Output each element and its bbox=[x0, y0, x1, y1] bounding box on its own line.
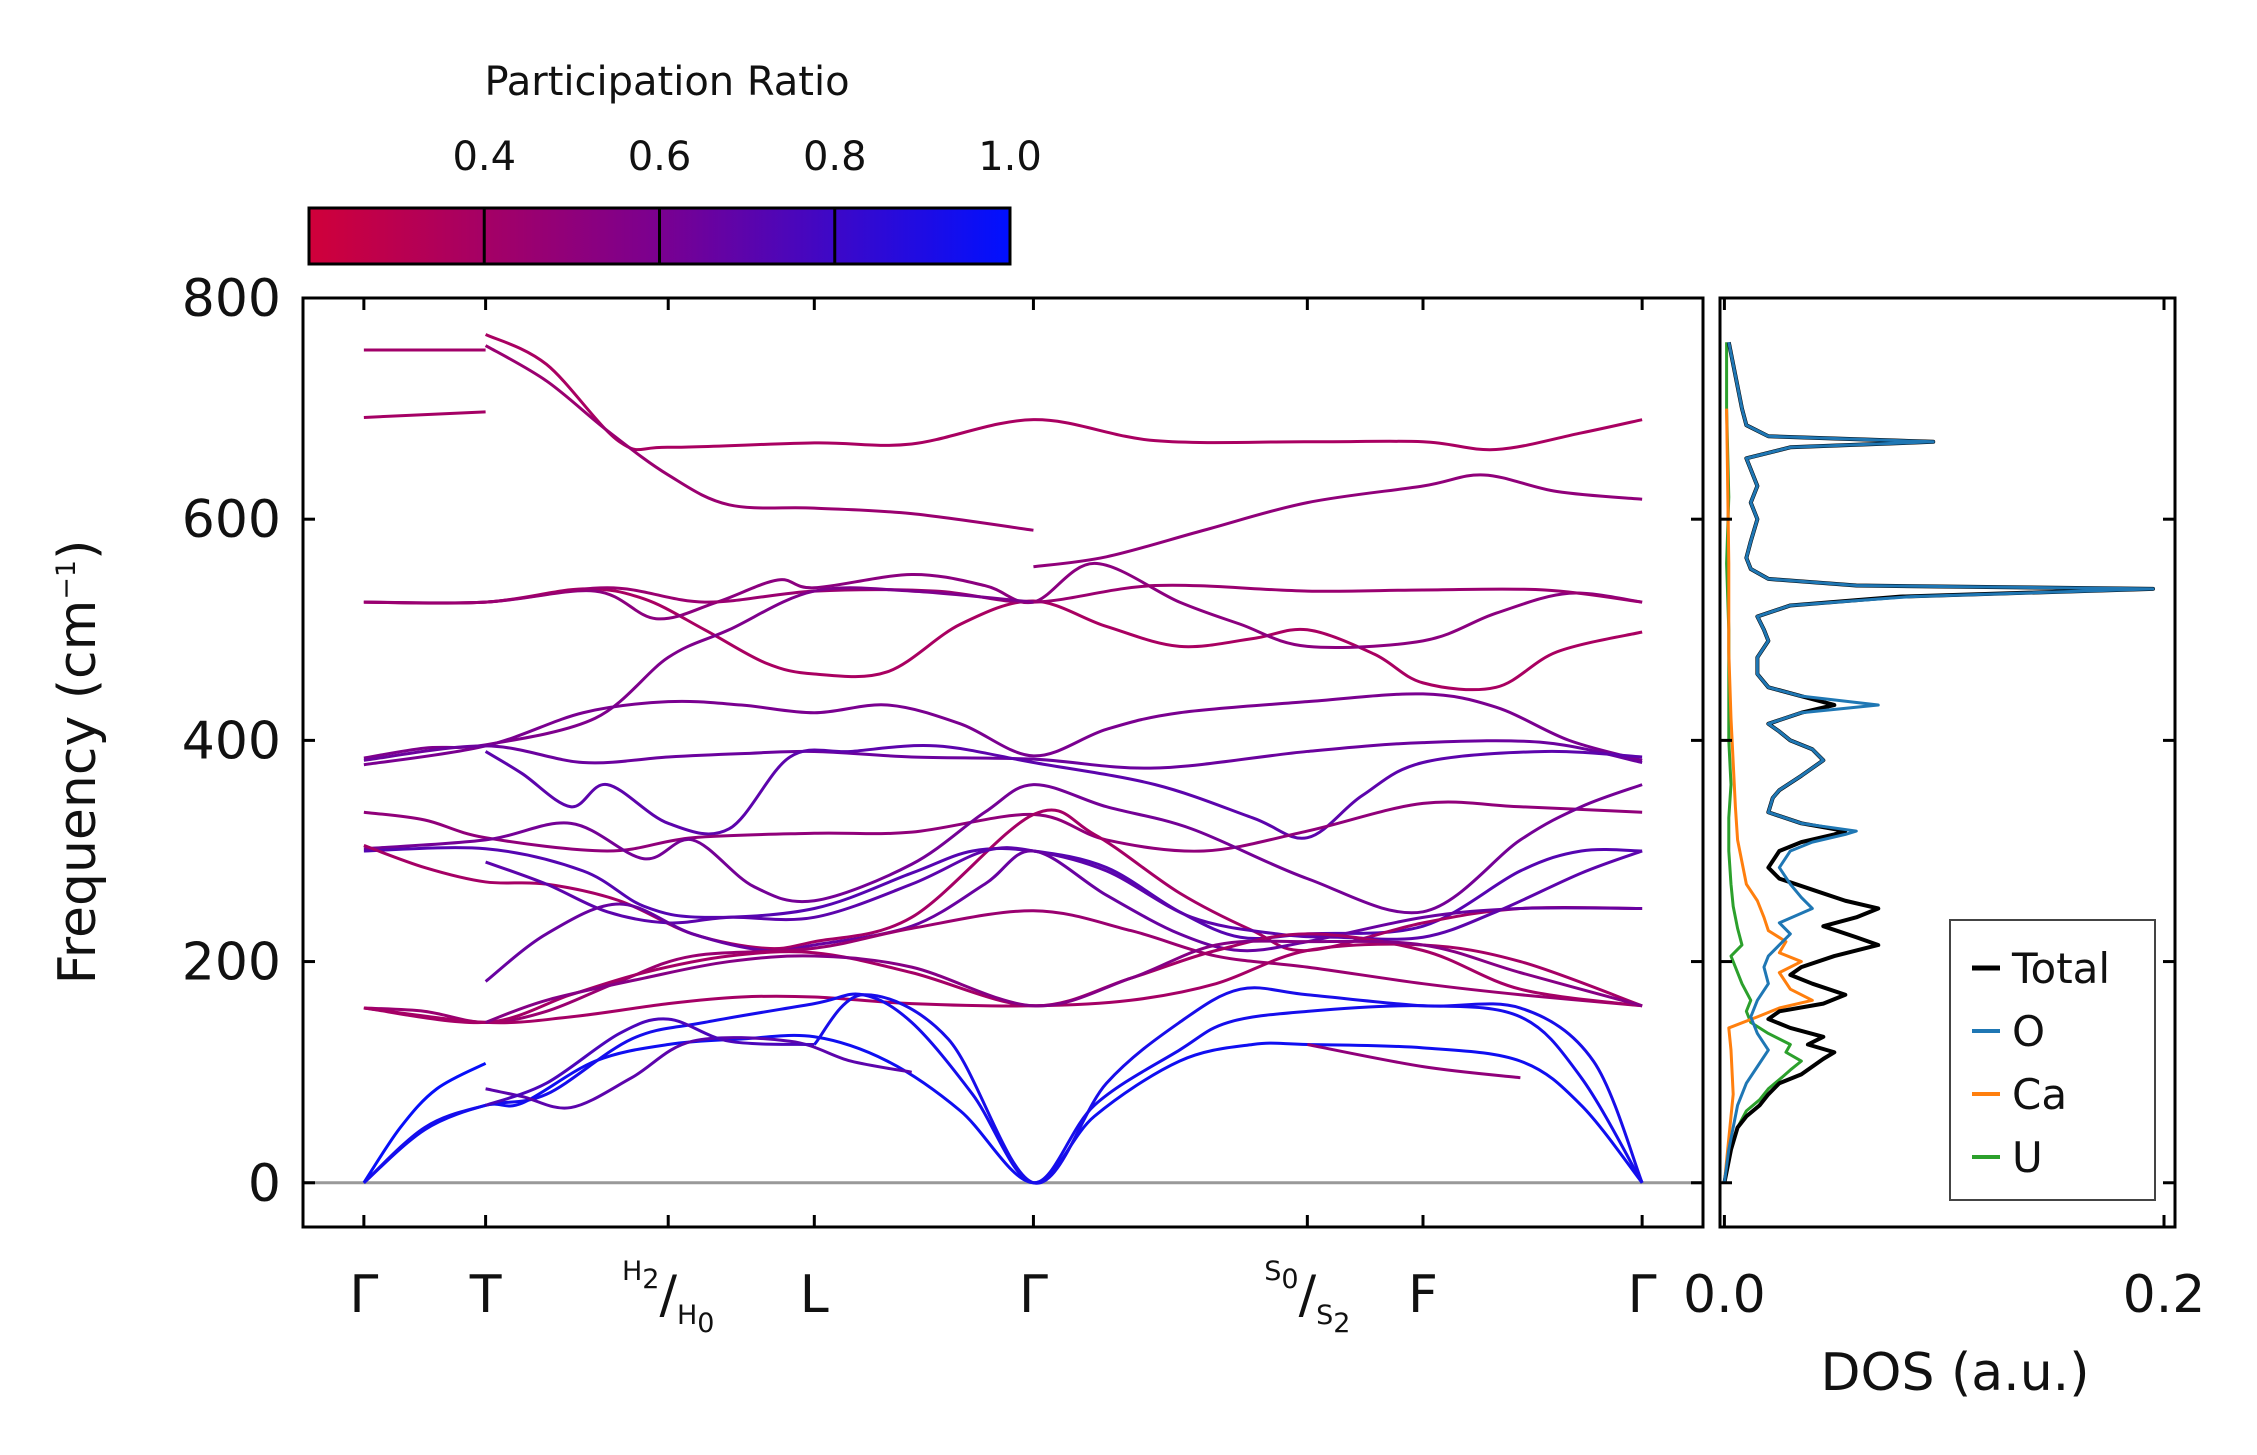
phonon-branch bbox=[362, 1061, 487, 1184]
band-structure-panel: 0 200 400 600 800 Γ T H2/H0 L Γ S0/S2 F Γ Frequency… bbox=[48, 269, 1705, 1339]
band-axes-frame bbox=[301, 296, 1705, 1229]
phonon-branches bbox=[362, 333, 1644, 1185]
kpoint-label: Γ bbox=[1628, 1265, 1657, 1325]
colorbar: Participation Ratio 0.4 0.6 0.8 1.0 bbox=[307, 59, 1042, 266]
phonon-branch bbox=[363, 561, 1643, 649]
kpoint-label: T bbox=[469, 1265, 502, 1325]
y-axis-label: Frequency (cm−1) bbox=[48, 540, 108, 985]
phonon-branch bbox=[363, 587, 1643, 692]
legend-label-total: Total bbox=[2011, 944, 2110, 993]
phonon-branch bbox=[363, 846, 1643, 941]
legend-label-o: O bbox=[2012, 1007, 2045, 1056]
phonon-branch bbox=[363, 783, 1643, 915]
legend-label-ca: Ca bbox=[2012, 1070, 2067, 1119]
y-tick-label: 800 bbox=[182, 269, 281, 329]
phonon-branch bbox=[484, 333, 1643, 452]
phonon-branch bbox=[484, 344, 1034, 532]
dos-curve-ca bbox=[1722, 408, 1814, 1183]
dos-panel: 0.0 0.2 DOS (a.u.) Total O Ca U bbox=[1683, 296, 2205, 1403]
colorbar-tick-label: 0.4 bbox=[452, 134, 516, 180]
dos-legend: Total O Ca U bbox=[1949, 919, 2156, 1201]
phonon-branch bbox=[363, 586, 1034, 760]
band-kpoint-ticks: Γ T H2/H0 L Γ S0/S2 F Γ bbox=[349, 298, 1657, 1339]
y-tick-label: 400 bbox=[182, 711, 281, 771]
dos-x-axis-label: DOS (a.u.) bbox=[1821, 1343, 2090, 1403]
kpoint-label: S0/S2 bbox=[1264, 1256, 1350, 1339]
y-tick-label: 0 bbox=[248, 1154, 281, 1214]
phonon-branch bbox=[485, 846, 1643, 941]
dos-curve-o bbox=[1722, 341, 2155, 1183]
phonon-branch bbox=[484, 744, 1643, 840]
y-tick-label: 600 bbox=[182, 490, 281, 550]
band-y-ticks: 0 200 400 600 800 bbox=[182, 269, 1703, 1214]
dos-x-tick-label: 0.2 bbox=[2123, 1265, 2206, 1325]
phonon-branch bbox=[485, 939, 1643, 1024]
kpoint-label: Γ bbox=[349, 1265, 378, 1325]
dos-axes-frame bbox=[1718, 296, 2177, 1229]
colorbar-label: Participation Ratio bbox=[484, 59, 849, 105]
phonon-branch bbox=[363, 942, 1643, 1025]
phonon-branch bbox=[485, 1036, 912, 1110]
phonon-branch bbox=[813, 986, 1644, 1185]
colorbar-tick-label: 0.6 bbox=[628, 134, 692, 180]
kpoint-label: H2/H0 bbox=[622, 1256, 715, 1339]
phonon-branch bbox=[362, 992, 1644, 1185]
phonon-branch bbox=[485, 1017, 815, 1107]
phonon-branch bbox=[363, 739, 1643, 770]
dos-curves bbox=[1722, 341, 2156, 1184]
phonon-branch bbox=[484, 849, 1643, 983]
phonon-branch bbox=[363, 909, 1643, 1024]
phonon-branch bbox=[362, 1033, 1644, 1185]
legend-label-u: U bbox=[2012, 1133, 2043, 1182]
y-tick-label: 200 bbox=[182, 933, 281, 993]
kpoint-label: Γ bbox=[1019, 1265, 1048, 1325]
phonon-branch bbox=[1033, 473, 1643, 569]
dos-x-tick-label: 0.0 bbox=[1683, 1265, 1766, 1325]
phonon-branch bbox=[363, 800, 1643, 853]
kpoint-label: F bbox=[1408, 1265, 1438, 1325]
phonon-branch bbox=[1307, 1043, 1521, 1080]
kpoint-label: L bbox=[800, 1265, 829, 1325]
dos-x-ticks: 0.0 0.2 bbox=[1683, 298, 2205, 1325]
colorbar-tick-label: 0.8 bbox=[803, 134, 867, 180]
phonon-branch bbox=[363, 692, 1643, 767]
phonon-branch bbox=[363, 410, 486, 419]
colorbar-ticks: 0.4 0.6 0.8 1.0 bbox=[452, 134, 1042, 264]
colorbar-tick-label: 1.0 bbox=[978, 134, 1042, 180]
